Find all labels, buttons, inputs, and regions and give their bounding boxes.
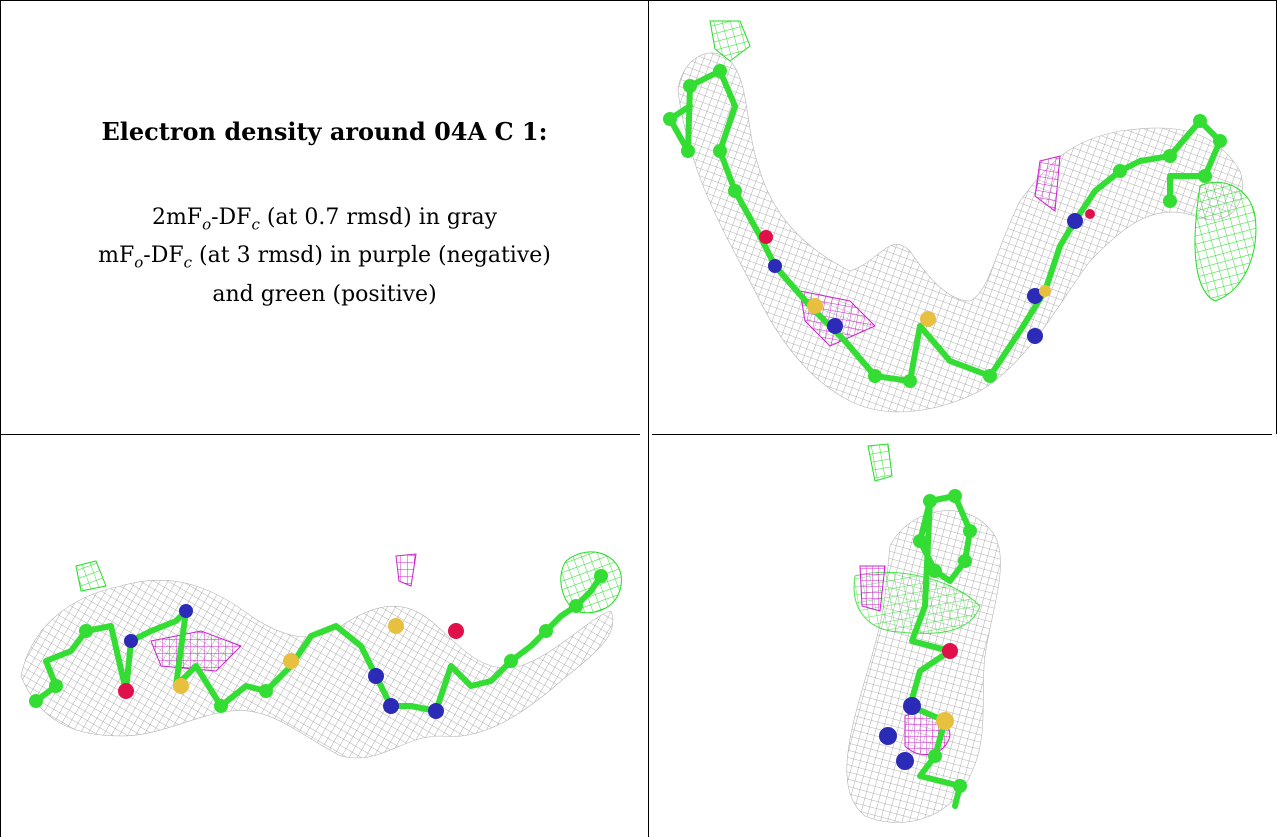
- border-top: [0, 0, 1277, 1]
- border-middle-vertical: [648, 0, 649, 837]
- border-middle-horizontal-right: [652, 434, 1272, 435]
- green-density-mesh-1: [1194, 181, 1257, 302]
- ligand-atoms: [29, 569, 608, 719]
- legend-text: 2mFo-DFc (at 0.7 rmsd) in gray mFo-DFc (…: [0, 202, 649, 310]
- purple-density-mesh-2: [859, 565, 886, 612]
- density-view-bottom-left: [1, 436, 647, 836]
- green-density-mesh-2: [867, 443, 893, 482]
- border-left: [0, 0, 1, 837]
- ligand-bonds: [33, 573, 604, 714]
- purple-density-mesh-1: [150, 630, 242, 672]
- ligand-bonds: [667, 68, 1223, 384]
- density-render-3: [846, 443, 1001, 823]
- legend-line-gray: 2mFo-DFc (at 0.7 rmsd) in gray: [151, 205, 498, 234]
- ligand-atoms: [879, 489, 977, 793]
- green-density-mesh-1: [560, 551, 622, 614]
- legend-line-positive: and green (positive): [212, 281, 437, 307]
- border-middle-horizontal-left: [0, 434, 640, 435]
- green-density-mesh-1: [853, 571, 981, 634]
- ligand-atoms: [663, 64, 1227, 388]
- density-view-bottom-right: [650, 436, 1276, 836]
- density-render-2: [20, 551, 622, 759]
- density-view-top-right: [650, 1, 1276, 433]
- purple-density-mesh-2: [1034, 155, 1061, 212]
- green-density-mesh-2: [75, 560, 107, 592]
- density-render-1: [663, 20, 1257, 413]
- legend-line-difference: mFo-DFc (at 3 rmsd) in purple (negative): [98, 243, 551, 272]
- purple-density-mesh-2: [395, 553, 417, 587]
- legend-cell: Electron density around 04A C 1: 2mFo-DF…: [0, 0, 649, 434]
- gray-density-mesh: [20, 579, 614, 759]
- figure-title: Electron density around 04A C 1:: [101, 117, 548, 146]
- green-density-mesh-2: [709, 20, 751, 62]
